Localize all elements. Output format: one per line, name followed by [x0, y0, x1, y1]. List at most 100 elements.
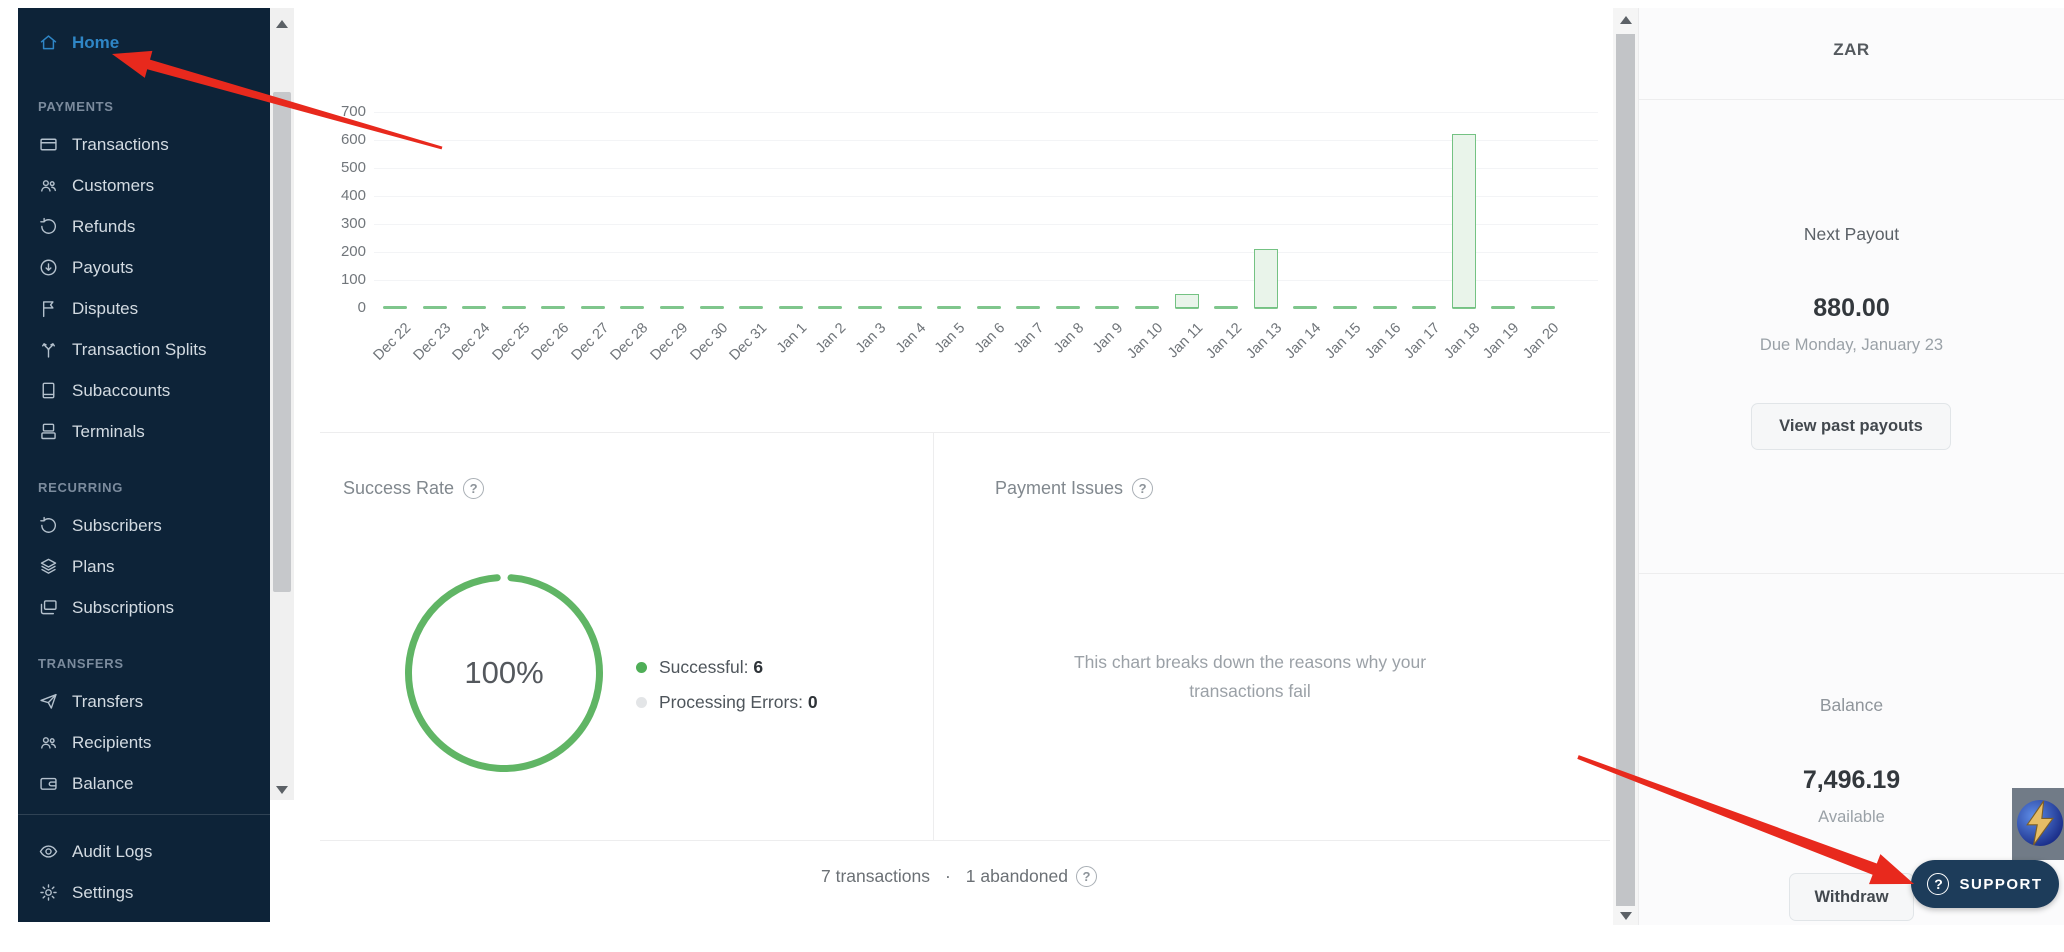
sidebar-item-customers[interactable]: Customers — [18, 165, 270, 206]
help-icon[interactable]: ? — [1075, 866, 1097, 887]
sidebar-item-transfers[interactable]: Transfers — [18, 681, 270, 722]
sidebar-item-label: Transactions — [72, 134, 169, 154]
sidebar-item-terminals[interactable]: Terminals — [18, 411, 270, 452]
x-axis-tick-label: Dec 22 — [370, 320, 415, 364]
zero-line-dash — [1016, 306, 1041, 309]
eye-icon — [39, 845, 58, 858]
sidebar-scrollbar-thumb[interactable] — [273, 92, 291, 592]
sidebar-item-transaction-splits[interactable]: Transaction Splits — [18, 329, 270, 370]
zero-line-dash — [462, 306, 487, 309]
sidebar-item-transactions[interactable]: Transactions — [18, 124, 270, 165]
customers-icon — [41, 180, 57, 192]
chart-bar[interactable] — [1451, 134, 1476, 308]
scroll-up-icon[interactable] — [276, 20, 288, 28]
sidebar-item-label: Subscribers — [72, 515, 162, 535]
main-scrollbar-thumb[interactable] — [1616, 34, 1635, 906]
zero-line-dash — [1372, 306, 1397, 309]
chart-bar[interactable] — [1253, 249, 1278, 308]
payment-issues-title: Payment Issues — [995, 478, 1124, 498]
sidebar-item-refunds[interactable]: Refunds — [18, 206, 270, 247]
sidebar-nav: Home PAYMENTS Transactions Customers Ref… — [18, 8, 270, 814]
y-gridline — [374, 140, 1598, 141]
recipients-icon — [41, 737, 57, 749]
balance-amount: 7,496.19 — [1802, 766, 1901, 794]
sidebar-item-settings[interactable]: Settings — [18, 872, 270, 913]
zero-line-dash — [383, 306, 407, 309]
success-rate-header: Success Rate ? — [343, 478, 485, 499]
sidebar-item-label: Settings — [72, 882, 134, 902]
section-divider-vertical — [933, 432, 934, 840]
success-rate-percent: 100% — [464, 655, 544, 690]
help-icon: ? — [1927, 873, 1950, 895]
sidebar-item-label: Terminals — [72, 421, 145, 441]
legend-row-processing-errors: Processing Errors: 0 — [636, 690, 818, 714]
sidebar-item-payouts[interactable]: Payouts — [18, 247, 270, 288]
chart-bar[interactable] — [1174, 294, 1199, 308]
x-axis-tick-label: Jan 20 — [1520, 320, 1563, 363]
gear-icon — [40, 884, 57, 901]
support-label: SUPPORT — [1959, 875, 2043, 893]
help-icon[interactable]: ? — [1132, 478, 1154, 499]
zero-line-dash — [660, 306, 685, 309]
sidebar-bottom-group: Audit Logs Settings — [18, 814, 270, 922]
x-axis-tick-label: Jan 8 — [1050, 320, 1088, 357]
legend-dot-green — [636, 661, 647, 673]
donut-ring — [405, 574, 603, 772]
panel-divider — [1639, 99, 2064, 100]
withdraw-button[interactable]: Withdraw — [1789, 873, 1914, 921]
section-divider-bottom — [320, 840, 1610, 841]
y-axis-tick-label: 100 — [340, 271, 366, 288]
payouts-icon — [40, 259, 57, 276]
scroll-down-icon[interactable] — [276, 786, 288, 794]
lightning-bolt-icon — [2026, 800, 2054, 846]
zero-line-dash — [1293, 306, 1318, 309]
home-icon — [40, 35, 57, 50]
currency-label: ZAR — [1833, 40, 1870, 59]
zero-line-dash — [1135, 306, 1160, 309]
zero-line-dash — [778, 306, 803, 309]
subscriptions-icon — [40, 600, 57, 615]
split-icon — [42, 343, 55, 358]
help-icon[interactable]: ? — [463, 478, 485, 499]
zero-line-dash — [1055, 306, 1080, 309]
main-scrollbar[interactable] — [1613, 8, 1638, 925]
paper-plane-icon — [40, 693, 57, 709]
success-rate-legend: Successful: 6 Processing Errors: 0 — [636, 655, 818, 725]
zero-line-dash — [501, 306, 526, 309]
zero-line-dash — [1214, 306, 1239, 309]
zero-line-dash — [1332, 306, 1357, 309]
payment-issues-header: Payment Issues ? — [995, 478, 1154, 499]
refunds-icon — [40, 217, 56, 234]
sidebar-item-disputes[interactable]: Disputes — [18, 288, 270, 329]
lightshot-logo[interactable] — [2012, 788, 2064, 860]
sidebar-item-subscribers[interactable]: Subscribers — [18, 505, 270, 546]
y-axis-tick-label: 300 — [340, 215, 366, 232]
x-axis-tick-label: Jan 14 — [1282, 320, 1325, 363]
transactions-summary: 7 transactions · 1 abandoned ? — [320, 866, 1598, 887]
sidebar-item-label: Subscriptions — [72, 597, 175, 617]
x-axis-tick-label: Jan 6 — [971, 320, 1009, 357]
scroll-up-icon[interactable] — [1619, 16, 1632, 24]
sidebar-item-subaccounts[interactable]: Subaccounts — [18, 370, 270, 411]
x-axis-tick-label: Dec 27 — [568, 320, 613, 364]
scroll-down-icon[interactable] — [1619, 912, 1632, 920]
sidebar-item-plans[interactable]: Plans — [18, 546, 270, 587]
sidebar-item-label: Balance — [72, 773, 134, 793]
subaccounts-icon — [42, 382, 55, 399]
sidebar-item-recipients[interactable]: Recipients — [18, 722, 270, 763]
sidebar-item-balance[interactable]: Balance — [18, 763, 270, 804]
sidebar-item-home[interactable]: Home — [18, 22, 270, 63]
x-axis-tick-label: Jan 15 — [1322, 320, 1365, 363]
sidebar-item-subscriptions[interactable]: Subscriptions — [18, 587, 270, 628]
sidebar-item-label: Refunds — [72, 216, 136, 236]
x-axis-tick-label: Dec 26 — [528, 320, 573, 364]
view-past-payouts-button[interactable]: View past payouts — [1751, 403, 1951, 450]
zero-line-dash — [1412, 306, 1437, 309]
sidebar-item-label: Plans — [72, 556, 115, 576]
x-axis-tick-label: Jan 4 — [892, 320, 929, 357]
sidebar-scrollbar[interactable] — [270, 8, 294, 800]
zero-line-dash — [1095, 306, 1120, 309]
sidebar-item-audit-logs[interactable]: Audit Logs — [18, 831, 270, 872]
support-button[interactable]: ? SUPPORT — [1911, 860, 2059, 908]
